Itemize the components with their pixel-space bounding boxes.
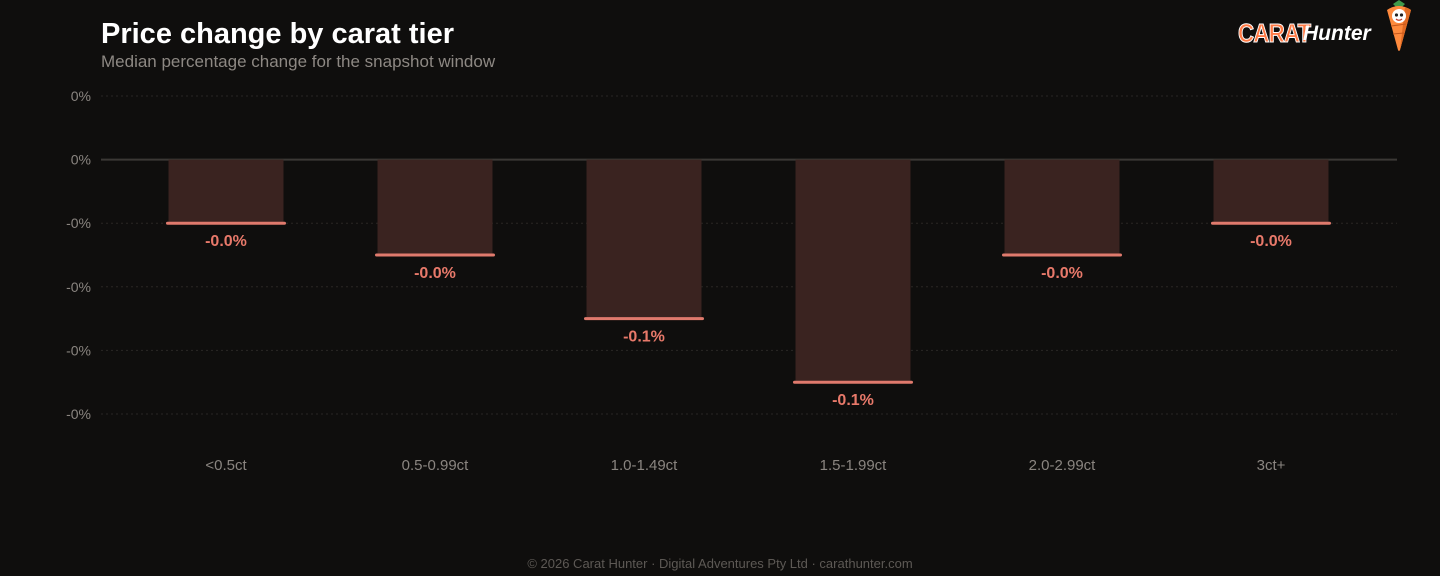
y-tick-label: 0% <box>71 152 91 168</box>
data-label: -0.0% <box>1041 265 1083 282</box>
bar-chart: 0% 0% -0% -0% -0% -0% -0.0% <0.5ct -0.0% 0.5-0.99… <box>66 88 1397 474</box>
data-label: -0.0% <box>1250 233 1292 250</box>
chart-subtitle: Median percentage change for the snapsho… <box>101 52 496 71</box>
footer-credits: © 2026 Carat Hunter · Digital Adventures… <box>527 556 913 571</box>
x-tick-label: 3ct+ <box>1257 457 1286 474</box>
y-tick-label: -0% <box>66 215 91 231</box>
x-tick-label: 0.5-0.99ct <box>402 457 470 474</box>
x-tick-label: 1.5-1.99ct <box>820 457 888 474</box>
logo-hunter-text: Hunter <box>1303 22 1371 45</box>
brand-logo[interactable]: CARAT Hunter <box>1236 0 1426 56</box>
carrot-mascot-icon <box>1387 0 1411 51</box>
y-tick-label: -0% <box>66 342 91 358</box>
bar <box>795 159 911 383</box>
x-tick-label: 2.0-2.99ct <box>1029 457 1097 474</box>
bar <box>1213 159 1329 224</box>
x-tick-label: <0.5ct <box>205 457 247 474</box>
data-label: -0.0% <box>414 265 456 282</box>
data-label: -0.0% <box>205 233 247 250</box>
y-tick-label: -0% <box>66 406 91 422</box>
bar <box>1004 159 1120 255</box>
data-label: -0.1% <box>832 392 874 409</box>
x-tick-label: 1.0-1.49ct <box>611 457 679 474</box>
chart-title: Price change by carat tier <box>101 18 454 50</box>
bar <box>168 159 284 224</box>
data-label: -0.1% <box>623 329 665 346</box>
logo-carat-text: CARAT <box>1238 18 1312 49</box>
y-tick-label: 0% <box>71 88 91 104</box>
y-tick-label: -0% <box>66 279 91 295</box>
bar <box>377 159 493 255</box>
bar <box>586 159 702 319</box>
